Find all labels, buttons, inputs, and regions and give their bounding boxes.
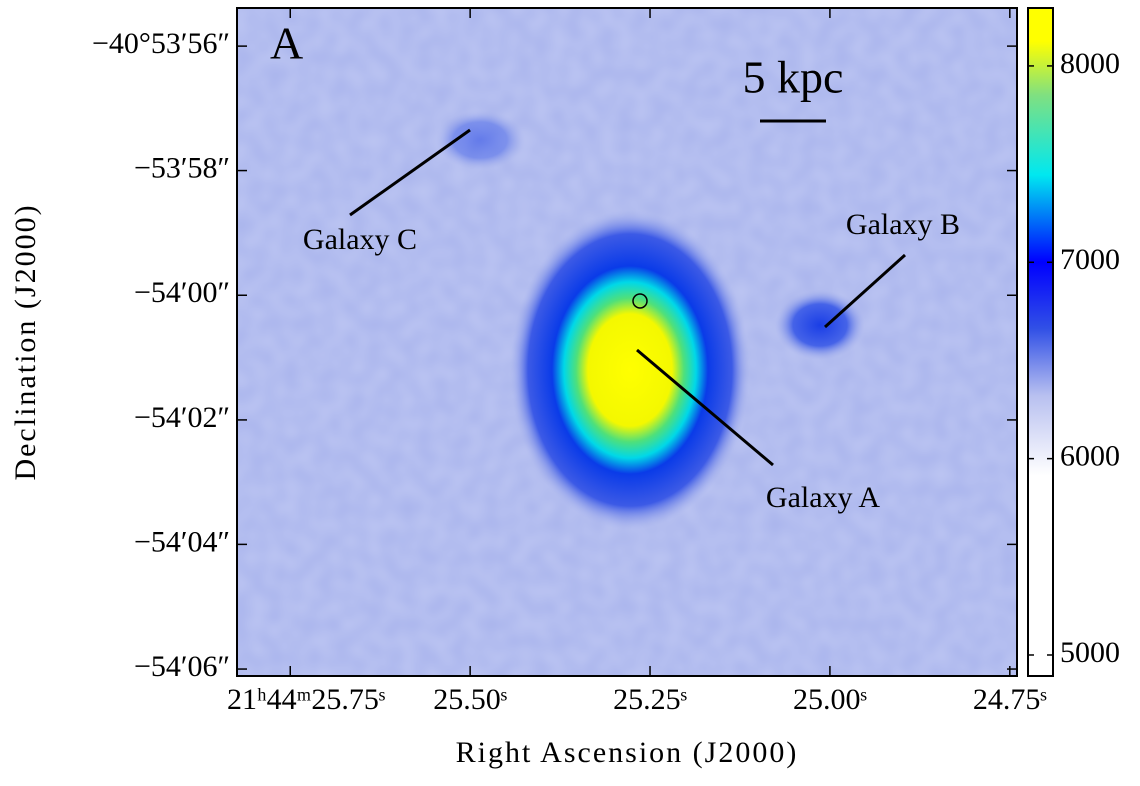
x-tick-label: 24.75ˢ xyxy=(973,683,1047,716)
x-axis-label: Right Ascension (J2000) xyxy=(456,736,799,769)
x-tick-label: 25.25ˢ xyxy=(613,683,687,716)
colorbar-tick-label: 6000 xyxy=(1060,440,1120,473)
x-tick-label: 25.50ˢ xyxy=(433,683,507,716)
annotation: Galaxy C xyxy=(303,223,417,256)
y-tick-label: −40°53′56″ xyxy=(92,27,230,60)
y-tick-label: −54′02″ xyxy=(134,401,230,434)
y-tick-label: −54′04″ xyxy=(134,525,230,558)
y-tick-label: −54′06″ xyxy=(134,650,230,683)
x-tick-label: 21ʰ44ᵐ25.75ˢ xyxy=(227,683,385,716)
y-axis-label: Declination (J2000) xyxy=(9,203,42,480)
y-tick-label: −53′58″ xyxy=(134,151,230,184)
annotation: Galaxy A xyxy=(766,481,880,514)
x-tick-label: 25.00ˢ xyxy=(793,683,867,716)
scale-label: 5 kpc xyxy=(743,52,844,103)
colorbar-tick-label: 7000 xyxy=(1060,243,1120,276)
annotation: Galaxy B xyxy=(846,208,960,241)
colorbar xyxy=(1028,8,1053,676)
colorbar-tick-label: 8000 xyxy=(1060,47,1120,80)
colorbar-tick-label: 5000 xyxy=(1060,636,1120,669)
panel-label: A xyxy=(270,18,303,69)
y-tick-label: −54′00″ xyxy=(134,276,230,309)
image xyxy=(237,8,1017,676)
chart: A 5 kpc Galaxy C Galaxy B Galaxy A Right… xyxy=(0,0,1140,781)
